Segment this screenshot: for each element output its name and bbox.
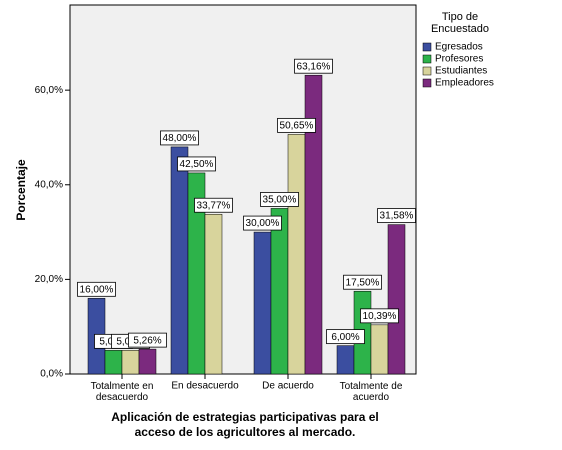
value-label: 42,50% (180, 159, 214, 170)
value-label-box (77, 281, 116, 297)
value-label-box (160, 130, 199, 146)
legend-swatch (422, 54, 432, 64)
value-label: 33,77% (197, 200, 231, 211)
bar (287, 134, 306, 375)
bar (304, 74, 323, 375)
legend-swatch (422, 66, 432, 76)
y-tick-label: 40,0% (35, 179, 63, 190)
value-label: 35,00% (263, 195, 297, 206)
bar (121, 350, 140, 375)
x-tick-label: Totalmente en desacuerdo (91, 381, 154, 403)
value-label-box (177, 156, 216, 172)
value-label: 63,16% (297, 61, 331, 72)
x-tick-label: Totalmente de acuerdo (340, 381, 403, 403)
bar (204, 213, 223, 375)
value-label: 50,65% (280, 121, 314, 132)
legend-label: Estudiantes (435, 66, 487, 77)
x-tick-label: En desacuerdo (171, 381, 239, 392)
value-label-box (128, 332, 167, 348)
y-tick-label: 60,0% (35, 85, 63, 96)
y-tick-label: 20,0% (35, 274, 63, 285)
value-label: 16,00% (80, 284, 114, 295)
value-label-box (343, 274, 382, 290)
value-label: 30,00% (246, 218, 280, 229)
value-label-box (277, 117, 316, 133)
value-label: 17,50% (346, 277, 380, 288)
value-label-box (377, 208, 416, 224)
value-label-box (326, 329, 365, 345)
x-axis-title: Aplicación de estrategias participativas… (111, 410, 378, 439)
value-label-box (360, 308, 399, 324)
legend-swatch (422, 42, 432, 52)
bar (253, 231, 272, 375)
bar (104, 350, 123, 375)
value-label-box (194, 197, 233, 213)
legend-title: Tipo de Encuestado (431, 11, 489, 35)
bar (370, 324, 389, 375)
value-label: 31,58% (380, 211, 414, 222)
y-axis-title: Porcentaje (14, 159, 28, 221)
y-tick-label: 0,0% (40, 369, 63, 380)
legend-label: Profesores (435, 54, 483, 65)
bar (387, 224, 406, 375)
value-label-box (243, 215, 282, 231)
x-tick-label: De acuerdo (262, 381, 314, 392)
legend-label: Empleadores (435, 78, 494, 89)
bar (138, 348, 157, 375)
bar (336, 345, 355, 375)
value-label: 5,26% (133, 335, 161, 346)
bar (270, 208, 289, 375)
value-label-box (294, 58, 333, 74)
bar (170, 146, 189, 375)
value-label: 48,00% (163, 133, 197, 144)
legend-swatch (422, 78, 432, 88)
value-label: 10,39% (363, 311, 397, 322)
value-label: 6,00% (331, 332, 359, 343)
value-label-box (260, 192, 299, 207)
legend-label: Egresados (435, 42, 483, 53)
